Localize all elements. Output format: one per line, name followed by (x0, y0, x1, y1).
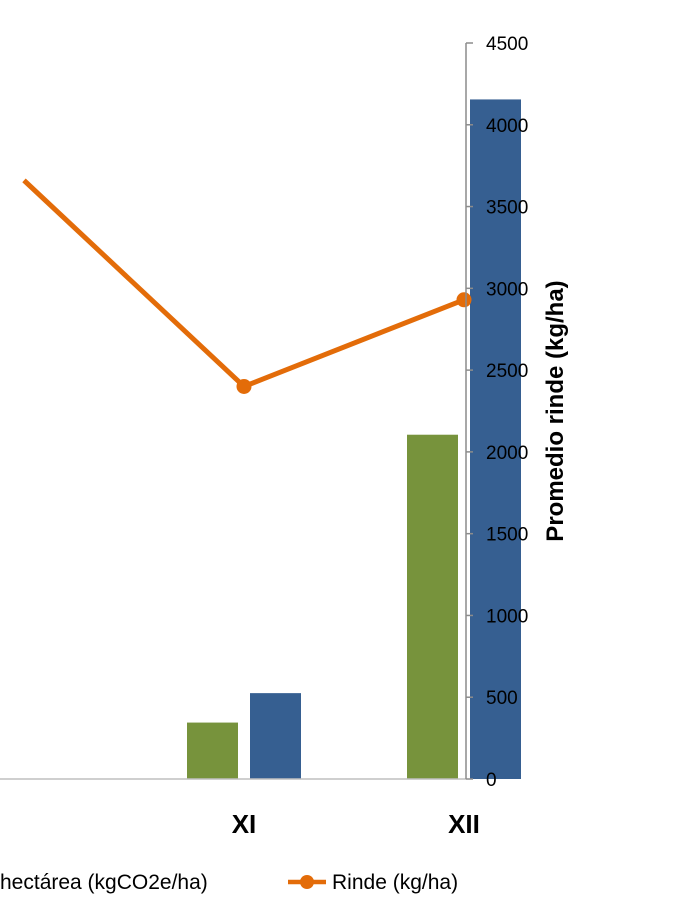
bar-series-1-xi (187, 722, 238, 779)
right-y-axis-title: Promedio rinde (kg/ha) (542, 280, 569, 541)
y-tick-label: 2000 (486, 443, 528, 464)
y-tick-label: 1000 (486, 606, 528, 627)
legend-line-marker-icon (288, 875, 326, 889)
bar-series-1-xii (407, 434, 458, 779)
rinde-point-xii (456, 292, 472, 308)
rinde-line (22, 178, 465, 389)
legend: hectárea (kgCO2e/ha) Rinde (kg/ha) (0, 871, 458, 894)
y-tick-label: 4500 (486, 34, 528, 55)
bars-layer (187, 99, 521, 780)
category-labels: XI XII (232, 809, 480, 839)
rinde-point-xi (236, 378, 252, 394)
line-series-layer (22, 178, 472, 394)
y-tick-label: 2500 (486, 361, 528, 382)
y-tick-label: 500 (486, 688, 518, 709)
bar-series-2-xii (470, 99, 521, 780)
category-label: XI (232, 809, 257, 839)
y-tick-label: 3500 (486, 198, 528, 219)
y-tick-label: 3000 (486, 279, 528, 300)
y-tick-label: 0 (486, 770, 497, 791)
bar-series-2-xi (250, 693, 301, 779)
legend-item-label: Rinde (kg/ha) (332, 871, 458, 894)
y-tick-label: 1500 (486, 525, 528, 546)
right-y-axis-ticks: 0 500 1000 1500 2000 2500 3000 3500 4000 4500 (466, 34, 528, 791)
category-label: XII (448, 809, 480, 839)
legend-item-label: hectárea (kgCO2e/ha) (0, 871, 208, 894)
y-tick-label: 4000 (486, 116, 528, 137)
